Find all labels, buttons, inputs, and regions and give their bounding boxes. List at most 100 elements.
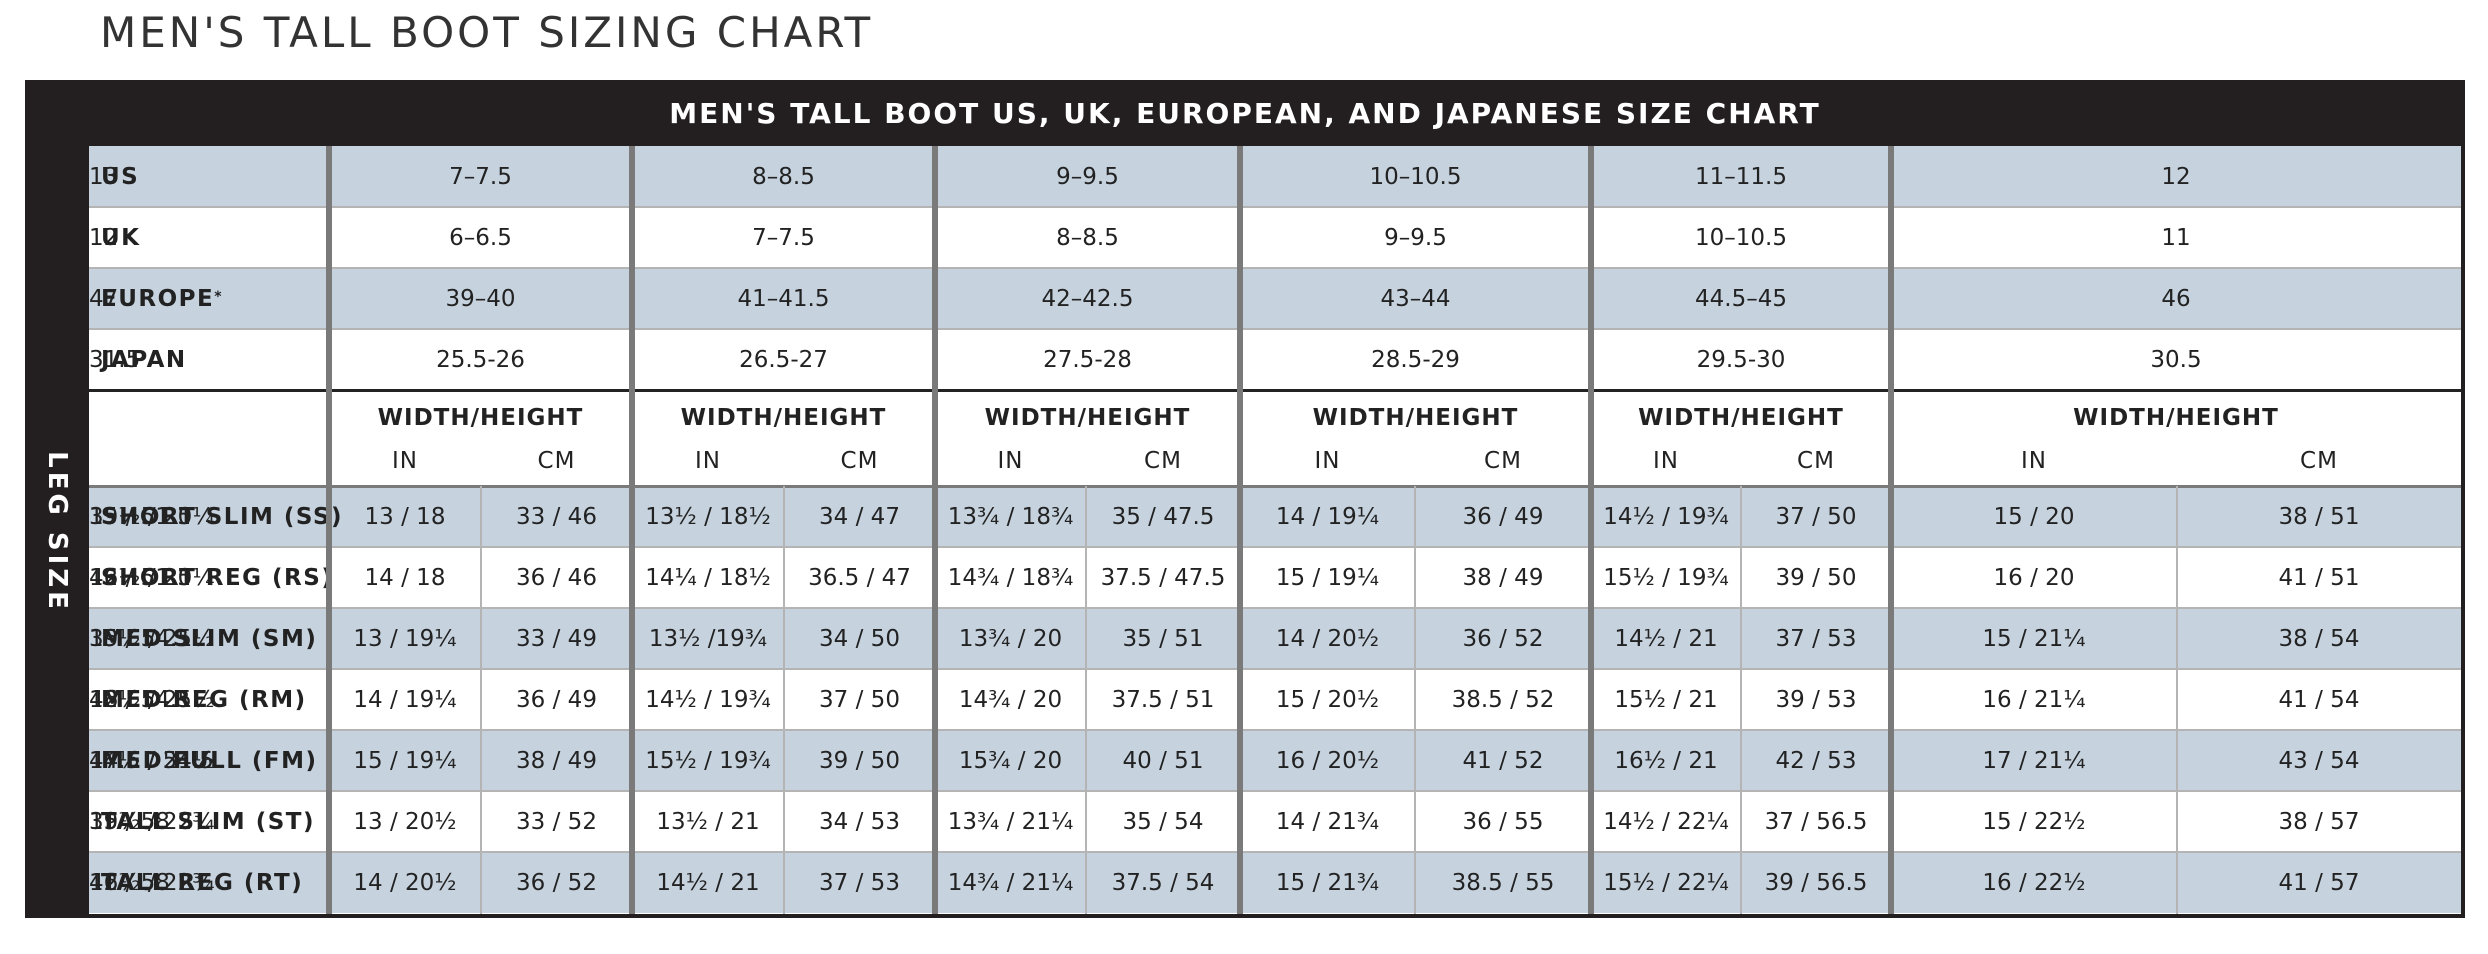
centimeters-value-cell: 35 / 47.5 xyxy=(1111,503,1215,530)
inches-value-cell: 15½ / 19¾ xyxy=(645,747,771,774)
centimeters-value-cell: 34 / 50 xyxy=(819,625,900,652)
group-divider xyxy=(326,146,332,914)
centimeters-value-cell: 37.5 / 51 xyxy=(1111,686,1215,713)
size-value-cell: 8–8.5 xyxy=(1056,224,1119,251)
inches-value-cell: 15½ / 20¼ xyxy=(89,503,215,530)
size-value-cell: 13 xyxy=(89,163,119,190)
leg-row-label: TALL REG (RT) xyxy=(101,869,304,896)
size-value-cell: 6–6.5 xyxy=(449,224,512,251)
unit-divider xyxy=(783,486,785,914)
size-value-cell: 7–7.5 xyxy=(449,163,512,190)
centimeters-value-cell: 42 / 54.5 xyxy=(89,686,192,713)
unit-cm-header: CM xyxy=(1484,448,1522,474)
centimeters-value-cell: 35 / 51 xyxy=(1122,625,1204,652)
leg-row-band xyxy=(89,608,2461,669)
centimeters-value-cell: 37 / 56.5 xyxy=(1764,808,1868,835)
row-divider xyxy=(89,267,2461,269)
centimeters-value-cell: 41 / 54 xyxy=(2278,686,2360,713)
unit-divider xyxy=(1740,486,1742,914)
inches-value-cell: 15½ / 19¾ xyxy=(1603,564,1729,591)
inches-value-cell: 15½ / 22¾ xyxy=(89,808,215,835)
group-divider xyxy=(932,146,938,914)
centimeters-value-cell: 38.5 / 52 xyxy=(1451,686,1555,713)
centimeters-value-cell: 38 / 54 xyxy=(2278,625,2360,652)
centimeters-value-cell: 36 / 52 xyxy=(1462,625,1544,652)
leg-row-label: MED SLIM (SM) xyxy=(101,625,318,652)
group-divider xyxy=(1588,146,1594,914)
unit-in-header: IN xyxy=(2021,448,2047,474)
group-divider xyxy=(1237,146,1243,914)
unit-divider xyxy=(1085,486,1087,914)
inches-value-cell: 14 / 19¼ xyxy=(353,686,457,713)
centimeters-value-cell: 41 / 52 xyxy=(1462,747,1544,774)
leg-row-band xyxy=(89,730,2461,791)
size-value-cell: 29.5-30 xyxy=(1696,346,1786,373)
centimeters-value-cell: 33 / 46 xyxy=(516,503,597,530)
centimeters-value-cell: 37 / 53 xyxy=(1775,625,1857,652)
inches-value-cell: 16½ / 20¼ xyxy=(89,564,215,591)
centimeters-value-cell: 39 / 51.5 xyxy=(89,503,192,530)
size-row-band xyxy=(89,268,2461,329)
size-value-cell: 28.5-29 xyxy=(1371,346,1460,373)
centimeters-value-cell: 34 / 53 xyxy=(819,808,900,835)
centimeters-value-cell: 33 / 49 xyxy=(516,625,597,652)
size-value-cell: 42–42.5 xyxy=(1041,285,1134,312)
unit-in-header: IN xyxy=(695,448,721,474)
centimeters-value-cell: 37.5 / 54 xyxy=(1111,869,1215,896)
centimeters-value-cell: 38 / 57 xyxy=(2278,808,2360,835)
size-value-cell: 39–40 xyxy=(445,285,516,312)
unit-cm-header: CM xyxy=(537,448,576,474)
size-value-cell: 26.5-27 xyxy=(739,346,828,373)
size-value-cell: 31.5 xyxy=(89,346,141,373)
centimeters-value-cell: 39 / 54.5 xyxy=(89,625,192,652)
section-divider xyxy=(89,389,2461,392)
centimeters-value-cell: 36.5 / 47 xyxy=(808,564,911,591)
centimeters-value-cell: 36 / 52 xyxy=(516,869,597,896)
inches-value-cell: 14¾ / 21¼ xyxy=(947,869,1074,896)
unit-cm-header: CM xyxy=(840,448,879,474)
inches-value-cell: 13¾ / 20 xyxy=(958,625,1063,652)
row-divider xyxy=(89,790,2461,792)
centimeters-value-cell: 42 / 53 xyxy=(1775,747,1857,774)
centimeters-value-cell: 41 / 51 xyxy=(2278,564,2360,591)
inches-value-cell: 15 / 22½ xyxy=(1982,808,2086,835)
centimeters-value-cell: 42 / 58 xyxy=(89,869,170,896)
unit-divider xyxy=(2176,486,2178,914)
measure-header-blank xyxy=(89,390,329,486)
width-height-header: WIDTH/HEIGHT xyxy=(2073,405,2279,431)
inches-value-cell: 15½ / 22¼ xyxy=(1603,869,1729,896)
size-row-label: US xyxy=(101,163,140,190)
centimeters-value-cell: 37.5 / 47.5 xyxy=(1100,564,1226,591)
inches-value-cell: 15¾ / 20 xyxy=(958,747,1063,774)
unit-in-header: IN xyxy=(1653,448,1679,474)
centimeters-value-cell: 35 / 54 xyxy=(1122,808,1204,835)
unit-in-header: IN xyxy=(392,448,418,474)
row-divider xyxy=(89,729,2461,731)
leg-row-label: TALL SLIM (ST) xyxy=(101,808,315,835)
size-chart-table: US 7–7.5 8–8.5 9–9.5 10–10.5 11–11.5 12 13 UK 6–6… xyxy=(89,146,2461,914)
inches-value-cell: 15 / 21¾ xyxy=(1275,869,1380,896)
inches-value-cell: 14¾ / 18¾ xyxy=(947,564,1074,591)
inches-value-cell: 13¾ / 18¾ xyxy=(947,503,1074,530)
width-height-header: WIDTH/HEIGHT xyxy=(377,405,584,431)
row-divider xyxy=(89,668,2461,670)
inches-value-cell: 15 / 19¼ xyxy=(353,747,457,774)
centimeters-value-cell: 40 / 51 xyxy=(1122,747,1204,774)
centimeters-value-cell: 37 / 50 xyxy=(1775,503,1857,530)
centimeters-value-cell: 44.5 / 54.5 xyxy=(89,747,214,774)
inches-value-cell: 13 / 18 xyxy=(364,503,446,530)
size-value-cell: 10–10.5 xyxy=(1695,224,1787,251)
centimeters-value-cell: 42 / 51.5 xyxy=(89,564,192,591)
centimeters-value-cell: 38.5 / 55 xyxy=(1451,869,1555,896)
centimeters-value-cell: 37 / 50 xyxy=(819,686,900,713)
width-height-header: WIDTH/HEIGHT xyxy=(1638,405,1844,431)
inches-value-cell: 16 / 20 xyxy=(1993,564,2075,591)
group-divider xyxy=(1888,146,1894,914)
unit-cm-header: CM xyxy=(2300,448,2338,474)
table-header: MEN'S TALL BOOT US, UK, EUROPEAN, AND JA… xyxy=(669,96,1821,130)
size-value-cell: 41–41.5 xyxy=(737,285,830,312)
group-divider xyxy=(629,146,635,914)
leg-row-label: SHORT REG (RS) xyxy=(101,564,334,591)
inches-value-cell: 15½ / 21 xyxy=(1614,686,1718,713)
inches-value-cell: 14 / 20½ xyxy=(1275,625,1380,652)
